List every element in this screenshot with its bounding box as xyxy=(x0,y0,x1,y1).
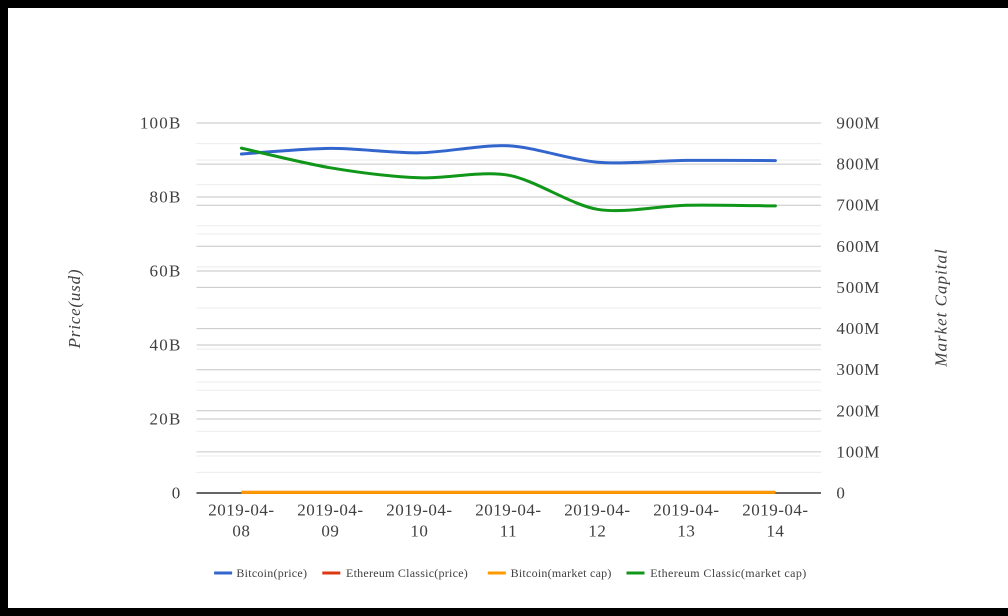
svg-text:10: 10 xyxy=(410,521,428,540)
svg-text:2019-04-: 2019-04- xyxy=(564,500,630,519)
svg-text:0: 0 xyxy=(836,484,845,503)
svg-text:600M: 600M xyxy=(836,237,880,256)
svg-text:400M: 400M xyxy=(836,319,880,338)
svg-text:40B: 40B xyxy=(150,336,182,355)
svg-text:2019-04-: 2019-04- xyxy=(386,500,452,519)
svg-text:12: 12 xyxy=(588,521,606,540)
svg-text:2019-04-: 2019-04- xyxy=(297,500,363,519)
svg-text:80B: 80B xyxy=(150,188,182,207)
svg-text:2019-04-: 2019-04- xyxy=(653,500,719,519)
svg-text:Ethereum Classic(price): Ethereum Classic(price) xyxy=(346,566,468,580)
svg-text:0: 0 xyxy=(172,484,182,503)
svg-text:Bitcoin(market cap): Bitcoin(market cap) xyxy=(511,566,612,580)
svg-text:100B: 100B xyxy=(140,114,182,133)
svg-text:2019-04-: 2019-04- xyxy=(742,500,808,519)
svg-text:900M: 900M xyxy=(836,114,880,133)
svg-text:300M: 300M xyxy=(836,360,880,379)
svg-text:60B: 60B xyxy=(150,262,182,281)
svg-text:2019-04-: 2019-04- xyxy=(208,500,274,519)
svg-text:Ethereum Classic(market cap): Ethereum Classic(market cap) xyxy=(650,566,806,580)
svg-text:09: 09 xyxy=(321,521,339,540)
svg-text:2019-04-: 2019-04- xyxy=(475,500,541,519)
svg-text:100M: 100M xyxy=(836,442,880,461)
svg-text:200M: 200M xyxy=(836,401,880,420)
svg-text:11: 11 xyxy=(500,521,517,540)
svg-text:14: 14 xyxy=(766,521,784,540)
svg-text:Market Capital: Market Capital xyxy=(932,248,951,367)
svg-text:500M: 500M xyxy=(836,278,880,297)
svg-text:20B: 20B xyxy=(150,410,182,429)
svg-text:Price(usd): Price(usd) xyxy=(65,269,84,350)
svg-text:700M: 700M xyxy=(836,196,880,215)
svg-text:13: 13 xyxy=(677,521,695,540)
svg-text:08: 08 xyxy=(232,521,250,540)
svg-text:Bitcoin(price): Bitcoin(price) xyxy=(236,566,307,580)
svg-text:800M: 800M xyxy=(836,155,880,174)
